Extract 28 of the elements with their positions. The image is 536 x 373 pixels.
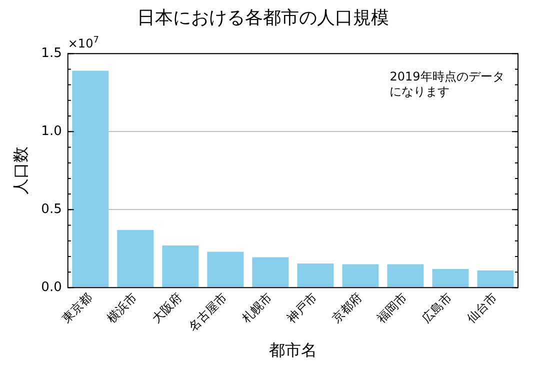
bar [387,264,424,288]
x-axis-title: 都市名 [268,340,317,360]
x-tick-label: 札幌市 [239,290,275,326]
bar [297,263,334,288]
annotation: 2019年時点のデータになります [390,70,504,99]
x-tick-label: 京都府 [329,290,365,326]
x-tick-label: 広島市 [419,290,455,326]
bar [477,270,514,288]
y-tick-label: 1.0 [41,124,62,139]
chart-title: 日本における各都市の人口規模 [137,7,389,28]
x-tick-label: 横浜市 [104,290,140,326]
y-tick-label: 0.5 [41,202,62,218]
x-tick-label: 仙台市 [464,290,500,326]
x-tick-label: 名古屋市 [186,290,230,334]
x-tick-label: 東京都 [59,290,95,326]
bar [252,257,289,288]
bar [207,252,244,288]
bar [162,246,199,288]
bar [432,268,469,288]
bar [342,264,379,288]
y-tick-label: 0.0 [41,280,62,296]
bar [117,230,154,288]
bar [72,70,109,288]
x-tick-label: 福岡市 [374,290,410,326]
y-tick-label: 1.5 [41,46,62,61]
x-tick-label: 大阪府 [149,290,185,326]
y-axis-title: 人口数 [10,146,30,195]
x-tick-label: 神戸市 [284,290,320,326]
